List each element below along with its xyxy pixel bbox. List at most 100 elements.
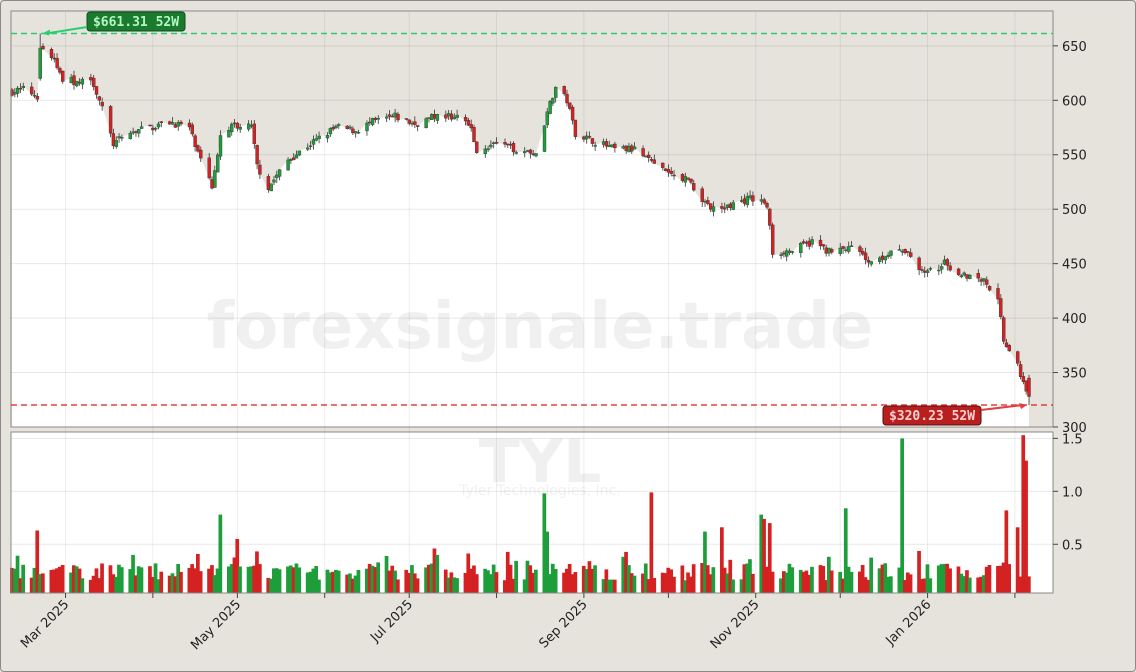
candle-body — [334, 125, 338, 129]
candle-body — [1004, 342, 1009, 348]
x-tick-label: May 2025 — [188, 597, 244, 653]
volume-bar — [274, 568, 279, 593]
candle-body — [601, 141, 606, 145]
candle-body — [700, 188, 704, 202]
candle-body — [134, 131, 138, 134]
volume-bar — [660, 572, 665, 593]
candle-body — [75, 80, 79, 87]
volume-bar — [663, 573, 668, 593]
volume-axis-frame — [10, 431, 1054, 594]
volume-bar — [903, 580, 907, 593]
candle-body — [996, 288, 1000, 300]
volume-bar — [32, 567, 37, 593]
candle-body — [711, 206, 716, 212]
candle-body — [709, 203, 713, 210]
volume-bar — [590, 568, 595, 593]
candle-body — [925, 270, 930, 273]
candle-body — [170, 122, 175, 125]
x-tick-label: Mar 2025 — [18, 597, 72, 651]
volume-bar — [277, 569, 282, 593]
candle-body — [787, 250, 792, 253]
volume-bar — [962, 576, 966, 593]
candle-body — [269, 183, 273, 192]
candle-body — [965, 274, 969, 279]
volume-bar — [305, 572, 310, 593]
volume-bar — [725, 573, 730, 593]
candle-body — [740, 200, 744, 202]
candle-body — [672, 174, 676, 177]
volume-bar — [390, 565, 395, 593]
candle-body — [156, 123, 161, 128]
candle-body — [238, 126, 242, 130]
candle-body — [680, 174, 685, 181]
candle-body — [751, 195, 755, 202]
volume-bar — [581, 565, 586, 593]
candle-body — [1016, 351, 1020, 364]
volume-bar — [57, 566, 62, 593]
volume-bar — [1021, 435, 1026, 593]
volume-bar — [474, 574, 479, 593]
candle-body — [909, 252, 913, 257]
volume-bar — [984, 566, 989, 593]
volume-bar — [288, 565, 293, 593]
volume-bar — [463, 572, 468, 593]
volume-bar — [491, 564, 496, 593]
volume-bar — [1024, 460, 1028, 593]
volume-bar — [562, 572, 566, 593]
candle-body — [801, 241, 806, 244]
volume-bar — [945, 563, 949, 593]
candle-body — [58, 67, 62, 73]
candle-body — [568, 102, 572, 109]
volume-bar — [370, 565, 375, 593]
volume-bar — [88, 579, 93, 593]
volume-tick-label: 0.5 — [1062, 538, 1083, 553]
price-tick-label: 500 — [1062, 203, 1087, 218]
volume-bar — [982, 575, 986, 593]
candle-body — [69, 77, 73, 83]
low-52w-label-box — [882, 405, 982, 426]
volume-bar — [170, 573, 175, 593]
candle-body — [249, 124, 254, 127]
volume-bar — [198, 571, 203, 593]
candle-body — [252, 123, 257, 145]
candle-body — [725, 204, 730, 208]
candle-body — [447, 113, 451, 117]
volume-bar — [249, 566, 254, 593]
volume-bar — [272, 568, 276, 593]
price-axis-frame — [10, 10, 1054, 428]
candle-body — [100, 102, 104, 107]
candle-body — [585, 135, 589, 140]
volume-bar — [908, 574, 913, 593]
volume-bar — [866, 579, 871, 593]
candle-body — [455, 114, 459, 118]
candle-body — [948, 265, 952, 271]
candle-body — [723, 207, 727, 210]
candle-body — [582, 136, 586, 140]
volume-bar — [77, 568, 82, 593]
volume-bar — [229, 564, 234, 593]
candle-body — [593, 145, 597, 147]
candle-body — [630, 145, 634, 152]
candle-body — [190, 124, 195, 135]
candle-body — [193, 135, 197, 148]
candle-body — [903, 249, 907, 254]
volume-bar — [720, 527, 724, 593]
watermark: forexsignale.trade TYL Tyler Technologie… — [207, 290, 874, 499]
candle-body — [308, 145, 313, 147]
candle-body — [511, 142, 516, 153]
volume-bar — [111, 574, 116, 593]
volume-bar — [136, 566, 141, 593]
candle-body — [215, 154, 220, 173]
volume-bar — [652, 578, 657, 593]
volume-bar — [100, 563, 104, 593]
volume-bar — [1001, 562, 1006, 593]
high-52w-arrow — [46, 26, 88, 35]
volume-bar — [542, 493, 547, 593]
volume-bar — [317, 579, 321, 593]
candle-body — [534, 153, 538, 157]
volume-bar — [843, 508, 848, 593]
candle-body — [590, 138, 595, 144]
candle-body — [771, 224, 775, 255]
candle-body — [917, 257, 921, 270]
volume-bar — [325, 569, 330, 593]
